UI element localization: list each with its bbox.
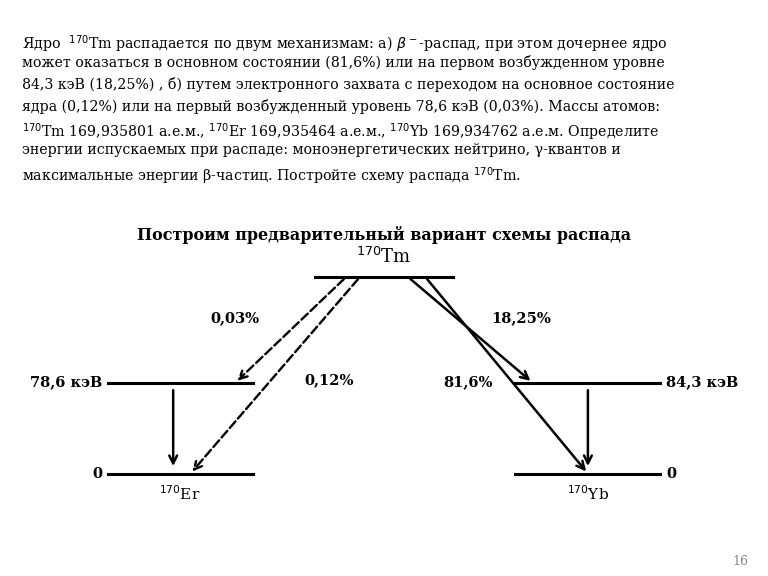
Text: 84,3 кэВ: 84,3 кэВ — [666, 376, 738, 390]
Text: 0: 0 — [666, 467, 676, 480]
Text: 81,6%: 81,6% — [442, 376, 492, 390]
Text: Ядро  $^{170}$Tm распадается по двум механизмам: а) $\beta^-$-распад, при этом д: Ядро $^{170}$Tm распадается по двум меха… — [22, 33, 667, 55]
Text: 16: 16 — [732, 555, 748, 568]
Text: $^{170}$Er: $^{170}$Er — [160, 484, 200, 503]
Text: ядра (0,12%) или на первый возбужденный уровень 78,6 кэВ (0,03%). Массы атомов:: ядра (0,12%) или на первый возбужденный … — [22, 99, 660, 114]
Text: $^{170}$Tm 169,935801 а.е.м., $^{170}$Er 169,935464 а.е.м., $^{170}$Yb 169,93476: $^{170}$Tm 169,935801 а.е.м., $^{170}$Er… — [22, 121, 659, 143]
Text: 78,6 кэВ: 78,6 кэВ — [30, 376, 102, 390]
Text: 18,25%: 18,25% — [492, 311, 551, 325]
Text: может оказаться в основном состоянии (81,6%) или на первом возбужденном уровне: может оказаться в основном состоянии (81… — [22, 55, 665, 70]
Text: Построим предварительный вариант схемы распада: Построим предварительный вариант схемы р… — [137, 226, 631, 244]
Text: максимальные энергии β-частиц. Постройте схему распада $^{170}$Tm.: максимальные энергии β-частиц. Постройте… — [22, 165, 521, 187]
Text: 0,03%: 0,03% — [211, 311, 260, 325]
Text: энергии испускаемых при распаде: моноэнергетических нейтрино, γ-квантов и: энергии испускаемых при распаде: моноэне… — [22, 143, 621, 157]
Text: 84,3 кэВ (18,25%) , б) путем электронного захвата с переходом на основное состоя: 84,3 кэВ (18,25%) , б) путем электронног… — [22, 77, 674, 92]
Text: 0: 0 — [92, 467, 102, 480]
Text: 0,12%: 0,12% — [305, 373, 354, 386]
Text: $^{170}$Tm: $^{170}$Tm — [356, 247, 412, 267]
Text: $^{170}$Yb: $^{170}$Yb — [567, 484, 609, 503]
